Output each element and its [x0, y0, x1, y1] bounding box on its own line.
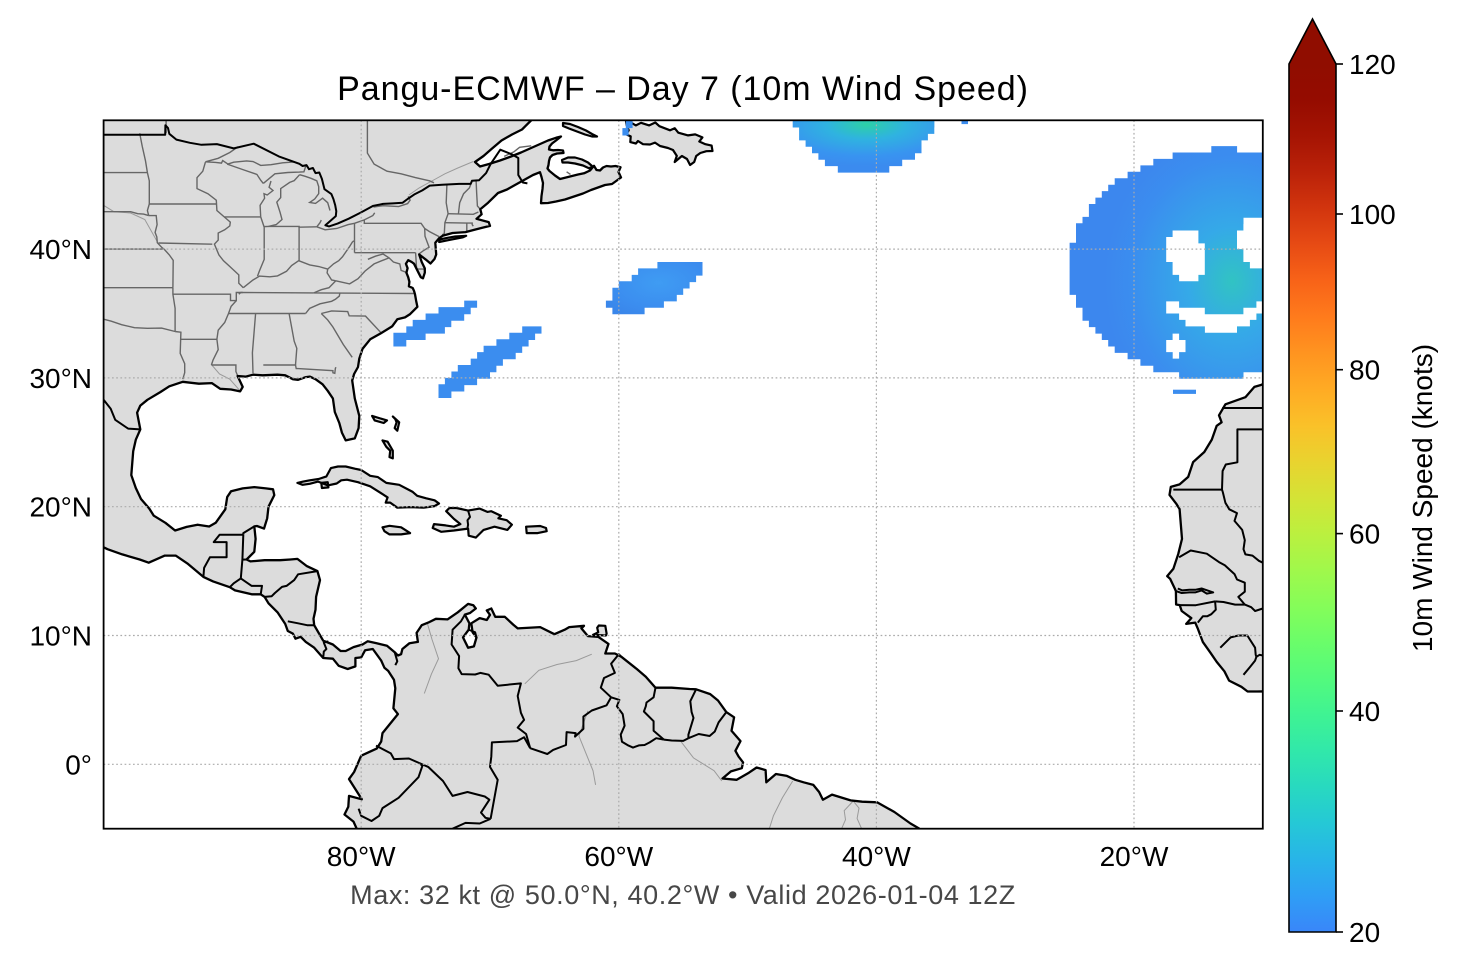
- svg-text:40°W: 40°W: [842, 841, 911, 872]
- svg-text:Pangu-ECMWF – Day 7 (10m Wind: Pangu-ECMWF – Day 7 (10m Wind Speed): [337, 70, 1029, 108]
- svg-text:Max: 32 kt @ 50.0°N, 40.2°W •: Max: 32 kt @ 50.0°N, 40.2°W • Valid 2026…: [350, 880, 1016, 910]
- svg-text:80°W: 80°W: [327, 841, 396, 872]
- svg-text:60°W: 60°W: [584, 841, 653, 872]
- svg-text:20°W: 20°W: [1100, 841, 1169, 872]
- svg-text:100: 100: [1349, 199, 1396, 230]
- svg-text:40: 40: [1349, 696, 1380, 727]
- svg-text:20: 20: [1349, 917, 1380, 948]
- svg-text:10m Wind Speed (knots): 10m Wind Speed (knots): [1407, 344, 1438, 652]
- svg-text:20°N: 20°N: [29, 492, 92, 523]
- svg-text:10°N: 10°N: [29, 621, 92, 652]
- svg-text:30°N: 30°N: [29, 363, 92, 394]
- svg-text:0°: 0°: [65, 749, 92, 780]
- svg-text:80: 80: [1349, 355, 1380, 386]
- svg-text:120: 120: [1349, 49, 1396, 80]
- svg-text:60: 60: [1349, 519, 1380, 550]
- svg-text:40°N: 40°N: [29, 234, 92, 265]
